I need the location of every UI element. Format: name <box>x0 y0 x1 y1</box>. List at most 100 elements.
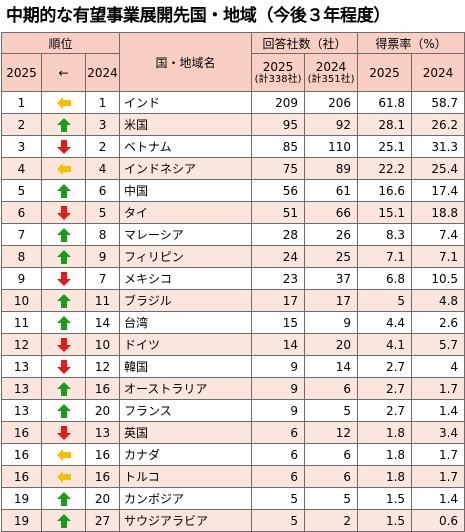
trend-cell <box>41 135 86 158</box>
country-cell: ブラジル <box>119 289 253 312</box>
table-row: 12 10 ドイツ 14 20 4.1 5.7 <box>1 333 465 356</box>
rank-2024-cell: 3 <box>84 113 121 136</box>
rank-2025-cell: 11 <box>1 311 42 334</box>
count-2025-cell: 9 <box>251 355 306 378</box>
rate-2024-cell: 26.2 <box>411 113 465 136</box>
trend-cell <box>41 377 86 400</box>
count-2024-header: 2024 (計351社) <box>304 53 359 92</box>
trend-cell <box>41 113 86 136</box>
count-2024-cell: 6 <box>304 443 359 466</box>
rank-arrow-header: ← <box>41 53 86 92</box>
country-cell: サウジアラビア <box>119 509 253 532</box>
rate-2024-cell: 2.6 <box>411 311 465 334</box>
country-cell: インド <box>119 91 253 114</box>
count-2024-cell: 110 <box>304 135 359 158</box>
table-row: 8 9 フィリピン 24 25 7.1 7.1 <box>1 245 465 268</box>
count-2024-cell: 17 <box>304 289 359 312</box>
rank-2025-cell: 16 <box>1 421 42 444</box>
country-cell: インドネシア <box>119 157 253 180</box>
rank-2025-cell: 9 <box>1 267 42 290</box>
rank-2024-header: 2024 <box>84 53 121 92</box>
rank-2025-cell: 13 <box>1 377 42 400</box>
country-cell: 中国 <box>119 179 253 202</box>
rate-2024-cell: 10.5 <box>411 267 465 290</box>
count-2024-cell: 9 <box>304 311 359 334</box>
trend-cell <box>41 443 86 466</box>
rank-2025-cell: 16 <box>1 443 42 466</box>
count-2025-cell: 95 <box>251 113 306 136</box>
count-2025-cell: 6 <box>251 443 306 466</box>
count-2025-cell: 9 <box>251 377 306 400</box>
country-header: 国・地域名 <box>119 32 253 92</box>
country-cell: カンボジア <box>119 487 253 510</box>
country-cell: フィリピン <box>119 245 253 268</box>
rank-2025-cell: 4 <box>1 157 42 180</box>
trend-cell <box>41 399 86 422</box>
trend-cell <box>41 355 86 378</box>
arrow-down-icon <box>56 205 71 220</box>
count-2024-cell: 5 <box>304 399 359 422</box>
table-row: 19 20 カンボジア 5 5 1.5 1.4 <box>1 487 465 510</box>
rate-2025-cell: 1.8 <box>357 465 413 488</box>
country-cell: フランス <box>119 399 253 422</box>
country-cell: 米国 <box>119 113 253 136</box>
table-row: 2 3 米国 95 92 28.1 26.2 <box>1 113 465 136</box>
count-2025-cell: 9 <box>251 399 306 422</box>
rate-2025-cell: 1.5 <box>357 509 413 532</box>
count-2024-cell: 66 <box>304 201 359 224</box>
rate-2025-cell: 8.3 <box>357 223 413 246</box>
country-cell: オーストラリア <box>119 377 253 400</box>
trend-cell <box>41 223 86 246</box>
rate-2024-cell: 5.7 <box>411 333 465 356</box>
rank-2025-cell: 6 <box>1 201 42 224</box>
arrow-left-icon <box>56 96 71 109</box>
arrow-up-icon <box>56 513 71 528</box>
count-2024-cell: 6 <box>304 465 359 488</box>
count-2025-cell: 28 <box>251 223 306 246</box>
count-2024-cell: 37 <box>304 267 359 290</box>
rate-2024-cell: 31.3 <box>411 135 465 158</box>
rate-2024-cell: 3.4 <box>411 421 465 444</box>
count-2025-cell: 5 <box>251 487 306 510</box>
rank-group-header: 順位 <box>0 32 121 54</box>
table-row: 5 6 中国 56 61 16.6 17.4 <box>1 179 465 202</box>
rank-2025-cell: 8 <box>1 245 42 268</box>
count-2025-cell: 14 <box>251 333 306 356</box>
arrow-up-icon <box>56 315 71 330</box>
count-2025-cell: 51 <box>251 201 306 224</box>
rate-group-header: 得票率（%） <box>357 32 465 54</box>
count-2025-header: 2025 (計338社) <box>251 53 306 92</box>
arrow-up-icon <box>56 183 71 198</box>
trend-cell <box>41 509 86 532</box>
rate-2025-cell: 28.1 <box>357 113 413 136</box>
rank-2024-cell: 11 <box>84 289 121 312</box>
trend-cell <box>41 333 86 356</box>
rank-2025-cell: 3 <box>1 135 42 158</box>
arrow-left-icon <box>56 162 71 175</box>
rate-2024-cell: 4 <box>411 355 465 378</box>
table-row: 19 27 サウジアラビア 5 2 1.5 0.6 <box>1 509 465 532</box>
rate-2024-cell: 1.4 <box>411 399 465 422</box>
rate-2024-cell: 1.7 <box>411 443 465 466</box>
rank-2024-cell: 20 <box>84 399 121 422</box>
rank-2025-cell: 13 <box>1 399 42 422</box>
rank-2024-cell: 1 <box>84 91 121 114</box>
arrow-up-icon <box>56 491 71 506</box>
count-2024-cell: 25 <box>304 245 359 268</box>
rank-2024-cell: 14 <box>84 311 121 334</box>
rate-2025-cell: 7.1 <box>357 245 413 268</box>
rank-2025-header: 2025 <box>1 53 42 92</box>
country-cell: メキシコ <box>119 267 253 290</box>
page-title: 中期的な有望事業展開先国・地域（今後３年程度） <box>6 6 391 26</box>
table-row: 16 16 カナダ 6 6 1.8 1.7 <box>1 443 465 466</box>
trend-cell <box>41 179 86 202</box>
count-2025-cell: 17 <box>251 289 306 312</box>
arrow-down-icon <box>56 337 71 352</box>
country-cell: タイ <box>119 201 253 224</box>
rank-2024-cell: 10 <box>84 333 121 356</box>
country-cell: トルコ <box>119 465 253 488</box>
rank-2024-cell: 8 <box>84 223 121 246</box>
count-2024-cell: 61 <box>304 179 359 202</box>
rate-2025-cell: 22.2 <box>357 157 413 180</box>
rank-2024-cell: 4 <box>84 157 121 180</box>
